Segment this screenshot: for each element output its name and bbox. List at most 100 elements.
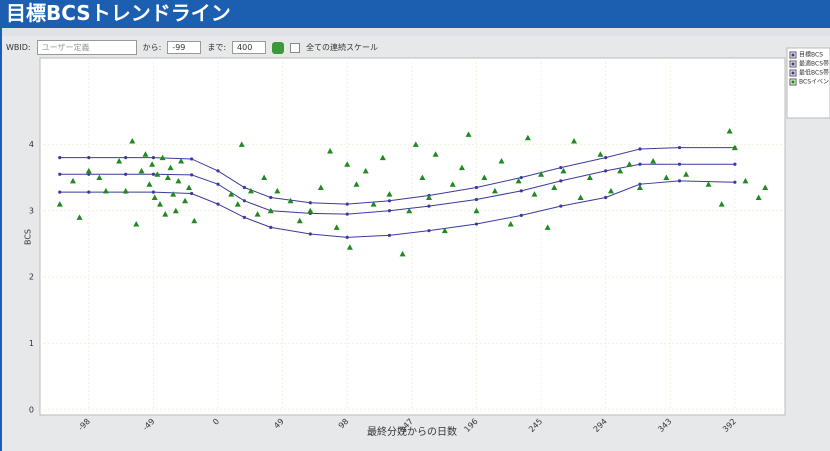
event-point [172,207,179,214]
event-point [762,184,769,191]
event-point [274,187,281,194]
line-marker [387,209,392,213]
event-point [379,154,386,161]
line-marker [559,204,563,208]
event-point [344,161,351,167]
event-point [399,250,406,257]
legend-label: 目標BCS [799,51,823,59]
label: 全ての連続スケール [306,43,379,52]
line-marker [216,169,220,173]
wbid-input[interactable]: ユーザー定義 [36,40,137,55]
line-marker [604,195,608,200]
event-point [544,224,551,230]
legend-label: 最適BCS帯 [799,60,829,68]
label: まで: [207,43,227,52]
event-point [267,207,274,214]
line-marker [519,213,523,218]
event-point [412,141,419,147]
line-marker [242,199,246,203]
line-marker [559,179,563,183]
line-marker [677,162,682,166]
legend-swatch [791,53,795,57]
legend-swatch [791,80,795,84]
x-tick-label: 98 [337,417,351,431]
line-marker [242,215,246,219]
line-marker [190,157,194,161]
event-point [170,191,177,197]
event-point [162,211,169,217]
event-point [551,184,558,191]
line-marker [474,222,479,226]
event-point [56,201,63,207]
event-point [481,174,488,181]
event-point [507,221,514,227]
line-marker [345,202,349,206]
event-point [85,167,92,174]
line-marker [151,156,155,160]
line-marker [733,180,737,184]
event-point [538,171,545,177]
event-point [129,138,136,144]
line-marker [269,225,273,229]
event-point [449,181,456,187]
event-point [149,161,156,167]
x-tick-label: 49 [272,417,286,431]
event-point [617,167,624,174]
event-point [96,174,103,181]
event-point [228,191,235,197]
event-point [234,201,241,207]
to-input[interactable]: 400 [232,41,267,54]
event-point [425,194,432,200]
y-tick-label: 0 [29,406,34,415]
x-tick-label: 0 [211,417,221,427]
line-marker [387,199,392,203]
event-point [663,174,670,181]
event-point [742,177,749,184]
event-point [175,177,182,184]
event-point [458,164,465,171]
x-tick-label: 294 [592,417,609,434]
line-marker [474,197,479,202]
event-point [186,184,192,191]
line-marker [345,212,349,216]
event-point [182,197,189,204]
line-marker [87,172,91,176]
event-point [726,128,733,134]
event-point [142,151,149,157]
event-point [102,187,109,194]
event-point [296,217,303,224]
event-point [524,134,531,141]
event-point [636,184,643,191]
event-point [353,181,360,187]
event-point [419,174,426,181]
line-marker [604,169,608,173]
refresh-button[interactable] [272,41,285,54]
line-marker [733,162,737,166]
line-marker [308,201,312,205]
label: WBID: [6,43,31,52]
event-point [560,167,567,174]
plot-area [39,57,786,416]
line-marker [387,233,392,237]
line-marker [87,190,91,194]
event-point [498,157,505,164]
event-point [362,167,369,174]
line-marker [190,191,194,196]
from-input[interactable]: -99 [167,41,202,54]
event-point [571,138,578,144]
y-tick-label: 3 [29,206,34,215]
event-point [705,181,712,187]
event-point [69,177,76,184]
line-marker [87,156,91,160]
line-marker [474,185,479,190]
line-marker [638,182,642,186]
event-point [287,197,294,204]
event-point [76,214,83,220]
checkbox[interactable] [290,42,301,53]
legend-label: 最低BCS帯 [799,69,829,77]
event-point [178,157,185,164]
x-tick-label: 196 [462,417,479,434]
line-marker [124,172,128,176]
line-marker [519,175,523,180]
